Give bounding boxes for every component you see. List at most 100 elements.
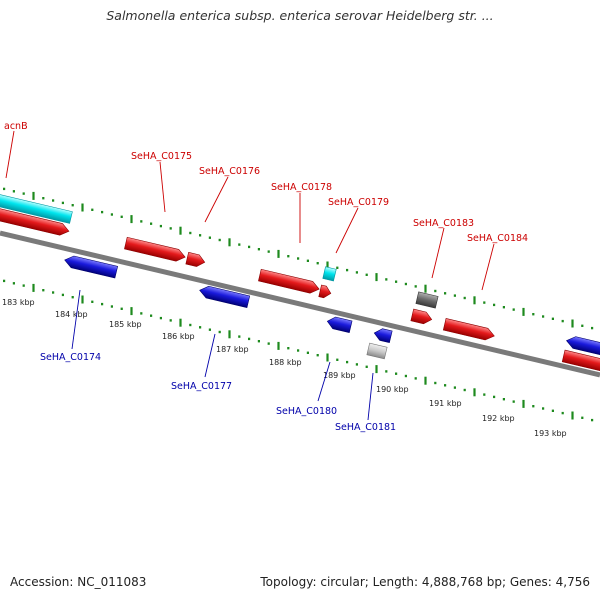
upper-minor-tick	[159, 224, 162, 228]
lower-major-tick	[228, 330, 231, 339]
label-SeHA_C0175[interactable]: SeHA_C0175	[131, 151, 192, 162]
tick-label-184kbp: 184 kbp	[55, 310, 88, 319]
upper-minor-tick	[532, 313, 535, 316]
upper-minor-tick	[150, 222, 153, 225]
upper-minor-tick	[110, 213, 113, 216]
upper-minor-tick	[434, 289, 437, 293]
gene-SeHA_C0174[interactable]	[63, 254, 119, 279]
upper-minor-tick	[463, 296, 466, 300]
upper-minor-tick	[248, 245, 251, 249]
gene-forward-arrow-small[interactable]	[318, 284, 332, 299]
tick-label-185kbp: 185 kbp	[109, 320, 142, 329]
lower-major-tick	[571, 411, 574, 420]
label-SeHA_C0180[interactable]: SeHA_C0180	[276, 406, 337, 417]
gene-forward-arrow-1[interactable]	[0, 199, 70, 237]
gene-SeHA_C0179-rna[interactable]	[322, 266, 337, 282]
lower-minor-tick	[502, 398, 505, 401]
upper-minor-tick	[22, 192, 25, 195]
tick-label-186kbp: 186 kbp	[162, 332, 195, 341]
lower-minor-tick	[257, 340, 260, 343]
upper-major-tick	[522, 307, 525, 316]
lower-minor-tick	[561, 411, 564, 415]
lower-minor-tick	[140, 312, 143, 315]
tick-label-188kbp: 188 kbp	[269, 358, 302, 367]
lower-minor-tick	[248, 337, 251, 341]
lower-major-tick	[522, 399, 525, 408]
upper-major-tick	[326, 261, 329, 270]
label-SeHA_C0174[interactable]: SeHA_C0174	[40, 352, 101, 363]
label-SeHA_C0176[interactable]: SeHA_C0176	[199, 166, 260, 177]
upper-minor-tick	[512, 308, 515, 311]
lower-minor-tick	[199, 326, 202, 329]
lower-minor-tick	[453, 386, 456, 389]
upper-minor-tick	[267, 250, 270, 253]
gene-SeHA_C0181-pseudo[interactable]	[366, 342, 388, 360]
upper-major-tick	[179, 226, 182, 235]
upper-minor-tick	[395, 280, 398, 283]
upper-minor-tick	[257, 248, 260, 251]
lower-major-tick	[375, 365, 378, 374]
upper-minor-tick	[61, 201, 64, 205]
upper-minor-tick	[355, 271, 358, 274]
upper-minor-tick	[199, 234, 202, 237]
upper-minor-tick	[287, 255, 290, 258]
lower-minor-tick	[169, 319, 172, 322]
lower-minor-tick	[267, 342, 270, 345]
label-SeHA_C0178[interactable]: SeHA_C0178	[271, 182, 332, 193]
upper-minor-tick	[591, 326, 594, 330]
lower-minor-tick	[336, 358, 339, 361]
label-SeHA_C0183[interactable]: SeHA_C0183	[413, 218, 474, 229]
gene-forward-arrow-3[interactable]	[561, 349, 600, 377]
lower-minor-tick	[414, 377, 417, 380]
upper-minor-tick	[493, 303, 496, 307]
upper-major-tick	[130, 215, 133, 224]
lower-minor-tick	[395, 372, 398, 375]
upper-major-tick	[228, 238, 231, 247]
lower-major-tick	[32, 283, 35, 292]
gene-SeHA_C0180[interactable]	[326, 315, 353, 333]
tick-label-187kbp: 187 kbp	[216, 345, 249, 354]
scale-labels: 183 kbp 184 kbp 185 kbp 186 kbp 187 kbp …	[2, 298, 567, 438]
tick-label-192kbp: 192 kbp	[482, 414, 515, 423]
lower-minor-tick	[493, 395, 496, 399]
upper-minor-tick	[208, 236, 211, 239]
label-SeHA_C0177[interactable]: SeHA_C0177	[171, 381, 232, 392]
gene-reverse-arrow-edge[interactable]	[565, 335, 600, 360]
forward-gene-labels	[5, 130, 495, 291]
gene-SeHA_C0183-pseudo[interactable]	[415, 291, 439, 309]
reverse-strand-features	[63, 254, 600, 360]
label-SeHA_C0184[interactable]: SeHA_C0184	[467, 233, 528, 244]
gene-reverse-arrow-small[interactable]	[373, 327, 393, 344]
lower-minor-tick	[346, 360, 349, 364]
lower-minor-tick	[3, 279, 6, 283]
label-SeHA_C0181[interactable]: SeHA_C0181	[335, 422, 396, 433]
lower-major-tick	[130, 307, 133, 316]
lower-minor-tick	[208, 328, 211, 331]
tick-label-189kbp: 189 kbp	[323, 371, 356, 380]
upper-minor-tick	[238, 243, 241, 246]
tick-label-190kbp: 190 kbp	[376, 385, 409, 394]
upper-minor-tick	[453, 294, 456, 297]
gene-SeHA_C0177[interactable]	[198, 284, 251, 308]
gene-SeHA_C0175[interactable]	[124, 236, 186, 263]
upper-major-tick	[375, 273, 378, 282]
gene-forward-arrow-2[interactable]	[410, 308, 433, 325]
gene-SeHA_C0176[interactable]	[185, 251, 206, 268]
backbone-line	[0, 230, 600, 378]
upper-minor-tick	[52, 199, 55, 202]
lower-major-tick	[81, 295, 84, 304]
lower-minor-tick	[12, 282, 15, 285]
gene-SeHA_C0178[interactable]	[258, 268, 320, 295]
lower-minor-tick	[238, 335, 241, 338]
gene-acnB-rna[interactable]	[0, 185, 73, 224]
gene-SeHA_C0184[interactable]	[442, 318, 495, 341]
upper-tick-track	[3, 187, 594, 330]
label-acnB[interactable]: acnB	[4, 121, 28, 132]
lower-tick-track	[3, 279, 594, 422]
lower-major-tick	[277, 341, 280, 350]
tick-label-191kbp: 191 kbp	[429, 399, 462, 408]
upper-minor-tick	[336, 266, 339, 269]
lower-minor-tick	[591, 418, 594, 422]
label-SeHA_C0179[interactable]: SeHA_C0179	[328, 197, 389, 208]
lower-major-tick	[326, 353, 329, 362]
